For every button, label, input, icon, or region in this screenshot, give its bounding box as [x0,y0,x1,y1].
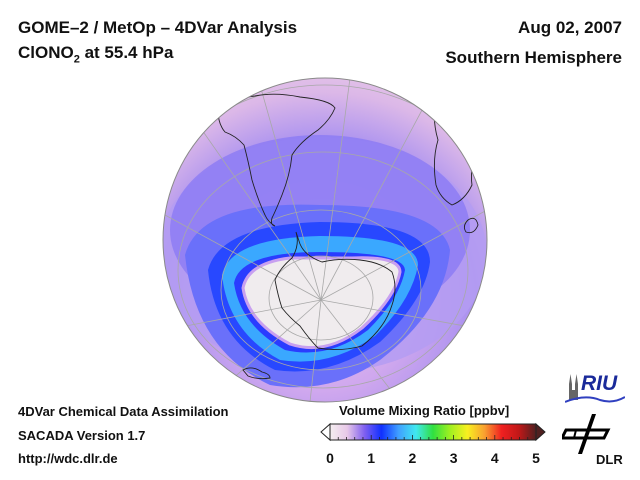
date-label: Aug 02, 2007 [518,18,622,37]
coast-south-america [217,93,336,227]
colorbar-tick-label: 1 [367,450,376,466]
colorbar-minor-ticks [329,435,537,440]
species-subscript: 2 [73,53,80,66]
colorbar-tick-label: 0 [326,450,334,466]
title-species: ClONO2 at 55.4 hPa [18,43,173,65]
colorbar-tick-label: 5 [532,450,540,466]
dlr-emblem-icon [559,414,611,454]
riu-logo-text: RIU [581,372,618,395]
colorbar-under-arrow [320,422,331,442]
river-wave-icon [564,396,626,403]
colorbar-tick-label: 2 [408,450,417,466]
graticule [163,78,487,402]
region-label: Southern Hemisphere [445,48,622,67]
dlr-logo: DLR [559,412,632,472]
species-level: at 55.4 hPa [79,43,174,62]
globe-outline [162,77,488,403]
colorbar-over-arrow [535,422,546,442]
colorbar-title: Volume Mixing Ratio [ppbv] [339,403,510,418]
footer-line1: 4DVar Chemical Data Assimilation [18,404,229,419]
footer-url[interactable]: http://wdc.dlr.de [18,451,118,466]
colorbar-tick-label: 3 [449,450,458,466]
colorbar [320,422,546,442]
coast-antarctica [274,231,396,351]
colorbar-gradient [329,423,537,441]
coast-island-sw [242,367,271,380]
riu-logo: RIU [564,372,626,404]
species-name: ClONO [18,43,74,62]
coast-madagascar [463,217,479,234]
title-instrument: GOME–2 / MetOp – 4DVar Analysis [18,18,298,37]
footer-line2: SACADA Version 1.7 [18,428,146,443]
dlr-logo-text: DLR [596,452,623,467]
colorbar-tick-label: 4 [490,450,499,466]
cathedral-icon [569,374,578,400]
